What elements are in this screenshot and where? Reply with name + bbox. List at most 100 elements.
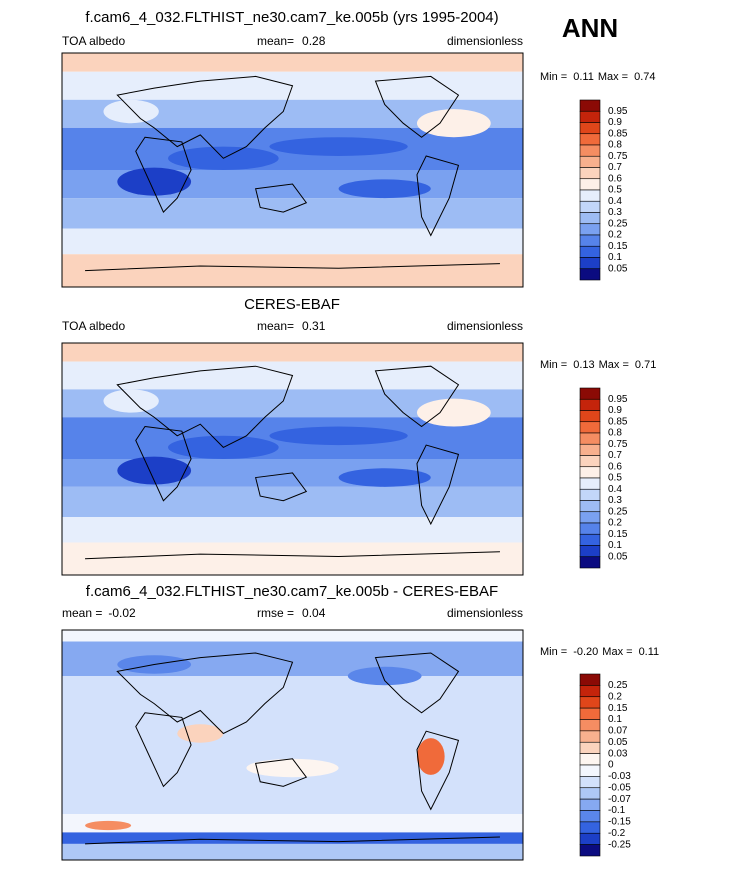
colorbar-box <box>579 741 601 754</box>
colorbar-box <box>579 753 601 766</box>
colorbar-box <box>579 764 601 777</box>
coastline <box>85 836 500 845</box>
field-band <box>62 254 523 287</box>
field-blob <box>347 666 422 686</box>
min-value: -0.20 <box>573 646 598 658</box>
colorbar-label: 0.1 <box>608 252 622 263</box>
field-band <box>62 832 523 844</box>
colorbar-box <box>579 110 601 123</box>
subtitle-center: rmse = 0.04 <box>257 606 326 620</box>
colorbar-label: 0.75 <box>608 439 628 450</box>
colorbar-label: 0.25 <box>608 680 628 691</box>
colorbar-box <box>579 776 601 789</box>
colorbar-label: 0.6 <box>608 461 622 472</box>
colorbar-box <box>579 810 601 823</box>
colorbar-label: 0.75 <box>608 151 628 162</box>
colorbar-box <box>579 556 601 569</box>
min-label: Min = <box>540 71 567 83</box>
subtitle-left: mean = -0.02 <box>62 606 136 620</box>
stat-value: -0.02 <box>108 606 136 620</box>
colorbar-label: 0.2 <box>608 230 622 241</box>
stat-label: mean= <box>257 34 294 48</box>
colorbar-label: -0.07 <box>608 794 631 805</box>
colorbar-label: -0.1 <box>608 805 626 816</box>
field-blob <box>338 468 431 487</box>
colorbar-label: 0.25 <box>608 506 628 517</box>
map-frame <box>61 342 524 576</box>
max-value: 0.71 <box>635 359 656 371</box>
field-blob <box>269 137 408 156</box>
coastline <box>416 730 460 811</box>
field-blob <box>246 758 339 778</box>
max-value: 0.11 <box>639 646 660 658</box>
colorbar-box <box>579 696 601 709</box>
colorbar-box <box>579 511 601 524</box>
colorbar-label: 0.3 <box>608 495 622 506</box>
field-band <box>62 228 523 255</box>
colorbar-label: 0.4 <box>608 484 622 495</box>
field-band <box>62 676 523 814</box>
colorbar-label: 0.1 <box>608 714 622 725</box>
coastline <box>374 365 460 428</box>
subtitle-center: mean= 0.28 <box>257 34 326 48</box>
subtitle-left: TOA albedo <box>62 319 125 333</box>
stat-value: 0.31 <box>302 319 326 333</box>
coastline <box>85 263 500 272</box>
field-band <box>62 486 523 517</box>
max-label: Max = <box>602 646 632 658</box>
colorbar-box <box>579 821 601 834</box>
field-blob <box>103 389 159 413</box>
max-label: Max = <box>598 71 628 83</box>
map <box>61 629 524 861</box>
coastline <box>254 758 308 787</box>
colorbar-box <box>579 421 601 434</box>
colorbar-label: 0.85 <box>608 128 628 139</box>
min-label: Min = <box>540 359 567 371</box>
field-band <box>62 814 523 833</box>
colorbar-label: 0.95 <box>608 394 628 405</box>
coastline <box>255 183 308 213</box>
colorbar-label: 0.9 <box>608 405 622 416</box>
colorbar-box <box>579 707 601 720</box>
coastline <box>416 444 460 526</box>
map-frame <box>61 629 524 861</box>
colorbar-label: 0 <box>608 760 614 771</box>
colorbar-box <box>579 719 601 732</box>
colorbar-label: 0.6 <box>608 173 622 184</box>
colorbar-box <box>579 99 601 112</box>
min-max: Min = 0.13 Max = 0.71 <box>540 359 656 371</box>
colorbar-label: 0.05 <box>608 737 628 748</box>
colorbar-label: 0.9 <box>608 117 622 128</box>
colorbar-box <box>579 155 601 168</box>
colorbar-box <box>579 443 601 456</box>
stat-label: rmse = <box>257 606 294 620</box>
field-band <box>62 198 523 229</box>
colorbar-box <box>579 477 601 490</box>
colorbar-label: 0.25 <box>608 218 628 229</box>
map-frame <box>61 52 524 288</box>
colorbar-label: 0.5 <box>608 185 622 196</box>
field-band <box>62 542 523 575</box>
map <box>61 52 524 288</box>
stat-label: mean = <box>62 606 102 620</box>
colorbar-box <box>579 533 601 546</box>
colorbar-box <box>579 212 601 225</box>
colorbar-box <box>579 488 601 501</box>
colorbar-label: 0.15 <box>608 703 628 714</box>
min-value: 0.11 <box>573 71 594 83</box>
colorbar-box <box>579 500 601 513</box>
colorbar-label: 0.03 <box>608 748 628 759</box>
colorbar-box <box>579 189 601 202</box>
colorbar-label: 0.8 <box>608 428 622 439</box>
colorbar-box <box>579 685 601 698</box>
colorbar-label: -0.25 <box>608 839 631 850</box>
min-value: 0.13 <box>573 359 594 371</box>
colorbar-label: 0.15 <box>608 529 628 540</box>
coastline <box>116 365 294 449</box>
colorbar-box <box>579 730 601 743</box>
max-label: Max = <box>599 359 629 371</box>
subtitle-right: dimensionless <box>447 34 523 48</box>
map-field <box>62 53 523 287</box>
panel-title: f.cam6_4_032.FLTHIST_ne30.cam7_ke.005b -… <box>86 583 498 600</box>
